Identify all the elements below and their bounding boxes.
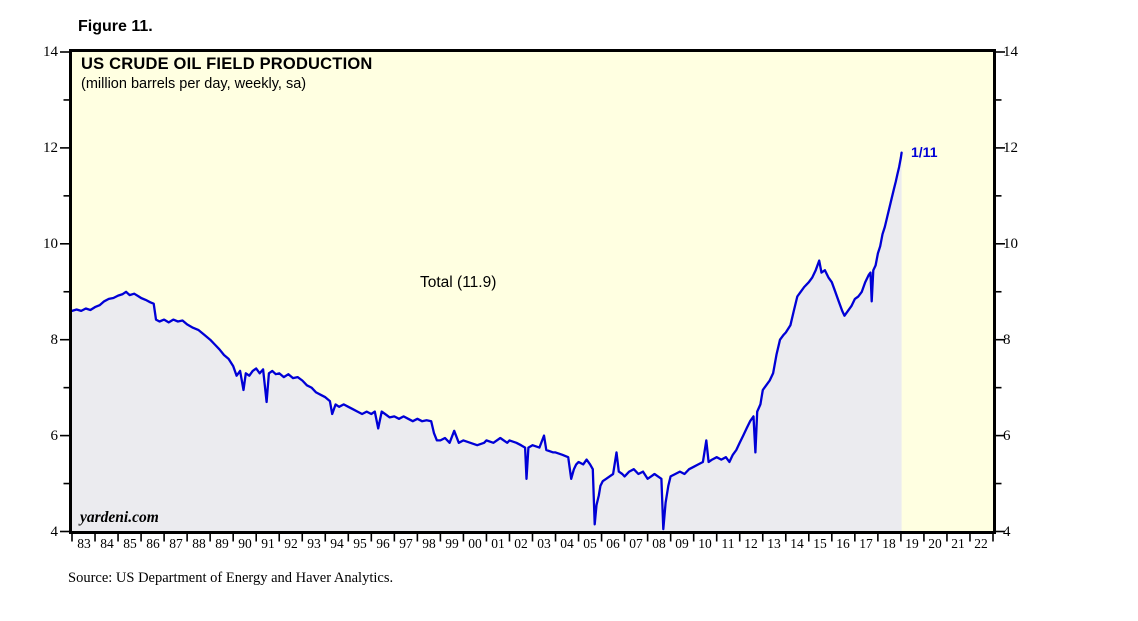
y-axis-label-left: 12: [43, 140, 58, 156]
x-axis-year-label: 90: [238, 536, 252, 551]
figure-label: Figure 11.: [78, 18, 153, 35]
y-axis-label-left: 8: [50, 332, 59, 348]
x-axis-year-label: 87: [169, 536, 183, 551]
x-axis-year-label: 08: [652, 536, 666, 551]
y-axis-label-left: 10: [43, 236, 58, 252]
x-axis-year-label: 86: [146, 536, 160, 551]
x-axis-year-label: 03: [537, 536, 551, 551]
last-point-date-annotation: 1/11: [911, 144, 938, 160]
plot-frame: [69, 49, 996, 534]
x-axis-year-label: 04: [560, 536, 574, 551]
x-axis-year-label: 09: [675, 536, 689, 551]
x-axis-year-label: 06: [606, 536, 620, 551]
source-note: Source: US Department of Energy and Have…: [68, 570, 394, 586]
x-axis-year-label: 83: [77, 536, 91, 551]
x-axis-year-label: 88: [192, 536, 206, 551]
x-axis-year-label: 96: [376, 536, 390, 551]
chart-title: US CRUDE OIL FIELD PRODUCTION: [81, 55, 373, 73]
axis-ticks: [60, 51, 1005, 542]
x-axis-year-label: 14: [790, 536, 804, 551]
x-axis-year-label: 01: [491, 536, 505, 551]
x-axis-year-label: 92: [284, 536, 298, 551]
y-axis-label-right: 12: [1003, 140, 1018, 156]
x-axis-year-label: 07: [629, 536, 643, 551]
series-label-annotation: Total (11.9): [420, 274, 497, 291]
x-axis-year-label: 05: [583, 536, 597, 551]
x-axis-year-label: 15: [813, 536, 827, 551]
x-axis-year-label: 19: [905, 536, 919, 551]
x-axis-year-label: 11: [721, 536, 735, 551]
x-axis-year-label: 89: [215, 536, 229, 551]
y-axis-label-left: 6: [50, 428, 59, 444]
y-axis-label-right: 6: [1003, 428, 1011, 444]
x-axis-year-label: 94: [330, 536, 344, 551]
y-axis-label-right: 8: [1003, 332, 1011, 348]
x-axis-year-label: 21: [951, 536, 965, 551]
x-axis-year-label: 85: [123, 536, 137, 551]
x-axis-year-label: 13: [767, 536, 781, 551]
x-axis-year-label: 18: [882, 536, 896, 551]
x-axis-year-label: 91: [261, 536, 275, 551]
series-line: [70, 151, 903, 531]
chart-subtitle: (million barrels per day, weekly, sa): [81, 76, 307, 92]
x-axis-year-label: 00: [468, 536, 482, 551]
y-axis-label-right: 14: [1003, 44, 1018, 60]
y-axis-label-left: 4: [50, 524, 59, 540]
x-axis-year-label: 12: [744, 536, 758, 551]
x-axis-year-label: 10: [698, 536, 712, 551]
watermark-yardeni: yardeni.com: [80, 509, 159, 526]
x-axis-year-label: 99: [445, 536, 459, 551]
y-axis-label-left: 14: [43, 44, 58, 60]
x-axis-year-label: 98: [422, 536, 436, 551]
x-axis-year-label: 95: [353, 536, 367, 551]
x-axis-year-label: 97: [399, 536, 413, 551]
x-axis-year-label: 16: [836, 536, 850, 551]
series-area-fill: [72, 152, 902, 532]
x-axis-year-label: 20: [928, 536, 942, 551]
x-axis-year-label: 84: [100, 536, 114, 551]
y-axis-label-right: 10: [1003, 236, 1018, 252]
x-axis-year-label: 02: [514, 536, 528, 551]
x-axis-year-label: 22: [974, 536, 988, 551]
y-axis-label-right: 4: [1003, 524, 1011, 540]
x-axis-year-label: 93: [307, 536, 321, 551]
x-axis-year-label: 17: [859, 536, 873, 551]
